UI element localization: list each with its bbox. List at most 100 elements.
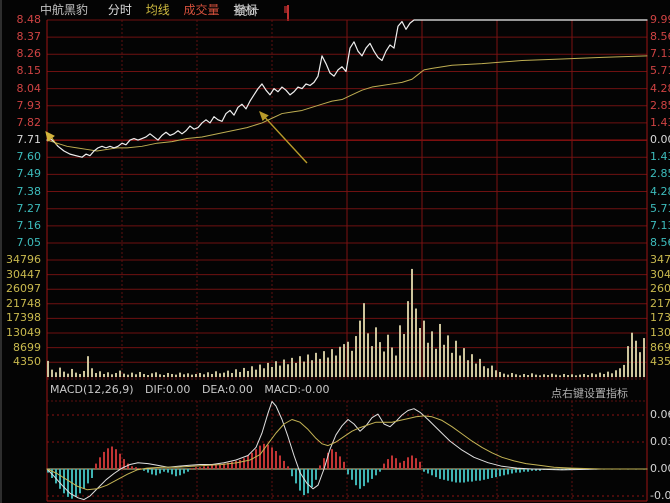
volume-bar <box>603 373 605 377</box>
tab-ma-line[interactable]: 均线 <box>145 3 170 17</box>
volume-bar <box>55 372 57 377</box>
macd-histogram-bar <box>191 468 193 469</box>
macd-histogram-bar <box>151 469 153 475</box>
volume-bar <box>351 350 353 377</box>
macd-histogram-bar <box>495 469 497 478</box>
percent-axis-label: 5.71% <box>650 201 670 215</box>
volume-bar <box>519 375 521 377</box>
macd-histogram-bar <box>247 455 249 469</box>
macd-histogram-bar <box>331 449 333 469</box>
macd-histogram-bar <box>91 469 93 478</box>
price-axis-label: 8.26 <box>16 47 42 61</box>
macd-histogram-bar <box>403 460 405 469</box>
stock-name-label: 中航黑豹 <box>40 3 89 17</box>
macd-histogram-bar <box>159 469 161 474</box>
percent-axis-label: 7.13% <box>650 47 670 61</box>
volume-bar <box>491 365 493 377</box>
volume-bar <box>91 368 93 377</box>
volume-bar <box>515 374 517 377</box>
volume-bar <box>559 375 561 377</box>
volume-bar <box>639 352 641 377</box>
price-axis-label: 8.37 <box>16 30 42 44</box>
volume-axis-label: 21748 <box>650 296 670 310</box>
volume-bar <box>583 373 585 377</box>
macd-axis-label: 0.06 <box>650 408 670 421</box>
volume-bar <box>555 374 557 377</box>
price-axis-label: 8.48 <box>16 13 42 26</box>
volume-bar <box>471 354 473 377</box>
macd-histogram-bar <box>351 469 353 480</box>
volume-axis-label: 34796 <box>6 253 41 266</box>
volume-bar <box>539 375 541 377</box>
macd-histogram-bar <box>167 469 169 473</box>
volume-bar <box>407 301 409 377</box>
volume-bar <box>591 373 593 377</box>
macd-histogram-bar <box>527 469 529 472</box>
volume-axis-label: 26097 <box>6 282 41 296</box>
volume-bar <box>127 374 129 377</box>
volume-axis-label: 13049 <box>6 326 41 339</box>
macd-histogram-bar <box>295 469 297 484</box>
price-axis-label: 7.38 <box>16 184 42 198</box>
annotation-arrow <box>259 110 308 164</box>
volume-bar <box>139 371 141 377</box>
volume-bar <box>423 320 425 377</box>
volume-bar <box>499 371 501 377</box>
volume-bar <box>587 374 589 377</box>
volume-bar <box>567 374 569 377</box>
volume-axis-label: 17398 <box>6 311 41 325</box>
macd-histogram-bar <box>323 458 325 469</box>
volume-bar <box>383 351 385 377</box>
macd-histogram-bar <box>227 462 229 469</box>
macd-histogram-bar <box>79 469 81 494</box>
macd-histogram-bar <box>419 461 421 469</box>
tab-volume[interactable]: 成交量 <box>183 3 220 17</box>
macd-histogram-bar <box>111 446 113 469</box>
volume-bar <box>135 374 137 377</box>
macd-histogram-bar <box>95 463 97 469</box>
percent-axis-label: 4.28% <box>650 184 670 198</box>
volume-axis-label: 30447 <box>6 267 41 281</box>
macd-histogram-bar <box>531 469 533 471</box>
volume-bar <box>99 371 101 377</box>
tab-intraday[interactable]: 分时 <box>107 3 132 17</box>
volume-bar <box>147 374 149 377</box>
volume-bar <box>67 373 69 377</box>
volume-bar <box>283 359 285 377</box>
volume-bar <box>375 327 377 377</box>
volume-bar <box>159 374 161 377</box>
volume-bar <box>179 372 181 377</box>
volume-bar <box>227 370 229 377</box>
volume-bar <box>143 373 145 377</box>
volume-bar <box>387 334 389 377</box>
volume-bar <box>503 373 505 377</box>
volume-axis-label: 8699 <box>13 340 41 354</box>
volume-bar <box>123 373 125 377</box>
volume-axis-label: 13049 <box>650 326 670 339</box>
stats-button[interactable]: 统计 <box>235 4 260 18</box>
macd-histogram-bar <box>339 456 341 469</box>
macd-axis-label: -0.03 <box>650 489 670 502</box>
volume-bar <box>279 365 281 377</box>
volume-bar <box>163 374 165 377</box>
macd-histogram-bar <box>123 459 125 469</box>
volume-bar <box>363 303 365 377</box>
macd-histogram-bar <box>359 469 361 489</box>
volume-bar <box>331 349 333 377</box>
volume-bar <box>379 342 381 377</box>
volume-bar <box>443 344 445 377</box>
volume-bar <box>431 331 433 377</box>
volume-bar <box>259 364 261 377</box>
macd-histogram-bar <box>87 469 89 484</box>
tab-indicator[interactable]: 指标 <box>233 3 258 17</box>
macd-histogram-bar <box>539 469 541 471</box>
macd-histogram-bar <box>519 469 521 473</box>
macd-histogram-bar <box>379 469 381 472</box>
macd-histogram-bar <box>147 469 149 473</box>
volume-bar <box>247 370 249 377</box>
volume-bar <box>455 340 457 377</box>
macd-histogram-bar <box>455 469 457 483</box>
macd-histogram-bar <box>459 469 461 483</box>
